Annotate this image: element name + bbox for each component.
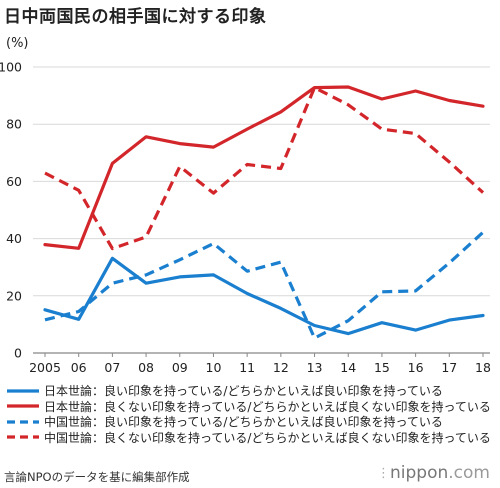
x-tick-label: 15: [374, 360, 390, 375]
y-tick-label: 60: [6, 174, 22, 189]
legend-swatch: [7, 435, 39, 439]
y-tick-label: 0: [14, 346, 22, 361]
legend-swatch: [7, 420, 39, 424]
series-line-2: [43, 85, 485, 250]
x-tick-label: 2005: [29, 360, 61, 375]
line-chart: 0 20 40 60 80 100 2005 06 07 08 09 10 11 12 13 14 15 16 1…: [0, 60, 491, 376]
x-tick-label: 13: [307, 360, 323, 375]
x-tick-label: 10: [206, 360, 222, 375]
brand-dots-icon: ⋮: [377, 465, 390, 481]
legend-label: 日本世論：良い印象を持っている/どちらかといえば良い印象を持っている: [44, 384, 443, 399]
x-tick-label: 18: [475, 360, 491, 375]
source-note: 言論NPOのデータを基に編集部作成: [4, 470, 190, 484]
brand-logo: ⋮ nippon .com: [377, 463, 490, 483]
legend-label: 中国世論：良い印象を持っている/どちらかといえば良い印象を持っている: [44, 415, 443, 430]
x-tick-label: 12: [273, 360, 289, 375]
x-tick-label: 06: [71, 360, 87, 375]
series-line-4: [44, 85, 485, 251]
brand-name: nippon: [390, 463, 449, 483]
y-tick-label: 100: [0, 60, 22, 75]
legend-label: 日本世論：良くない印象を持っている/どちらかといえば良くない印象を持っている: [44, 399, 491, 414]
x-tick-label: 08: [138, 360, 154, 375]
x-axis-ticks: 2005 06 07 08 09 10 11 12 13 14 15 16 17 18: [29, 353, 491, 375]
legend-item: 中国世論：良くない印象を持っている/どちらかといえば良くない印象を持っている: [6, 430, 491, 446]
y-tick-label: 20: [6, 288, 22, 303]
x-tick-label: 17: [441, 360, 457, 375]
series-lines: [43, 85, 485, 340]
legend-item: 日本世論：良くない印象を持っている/どちらかといえば良くない印象を持っている: [6, 399, 491, 415]
x-tick-label: 09: [172, 360, 188, 375]
x-tick-label: 07: [104, 360, 120, 375]
x-tick-label: 11: [239, 360, 255, 375]
y-tick-label: 40: [6, 231, 22, 246]
legend-swatch: [7, 389, 39, 393]
x-tick-label: 14: [340, 360, 356, 375]
y-axis-ticks: 0 20 40 60 80 100: [0, 60, 22, 361]
y-axis-unit: (%): [6, 36, 29, 51]
series-line-1: [43, 256, 485, 336]
gridlines: [33, 66, 490, 354]
brand-tld: .com: [448, 463, 490, 483]
legend: 日本世論：良い印象を持っている/どちらかといえば良い印象を持っている 日本世論：良…: [6, 383, 491, 445]
chart-title: 日中両国民の相手国に対する印象: [4, 7, 267, 27]
series-line-3: [44, 231, 485, 340]
x-tick-label: 16: [408, 360, 424, 375]
legend-swatch: [7, 404, 39, 408]
legend-label: 中国世論：良くない印象を持っている/どちらかといえば良くない印象を持っている: [44, 430, 491, 445]
y-tick-label: 80: [6, 117, 22, 132]
legend-item: 日本世論：良い印象を持っている/どちらかといえば良い印象を持っている: [6, 383, 491, 399]
legend-item: 中国世論：良い印象を持っている/どちらかといえば良い印象を持っている: [6, 414, 491, 430]
